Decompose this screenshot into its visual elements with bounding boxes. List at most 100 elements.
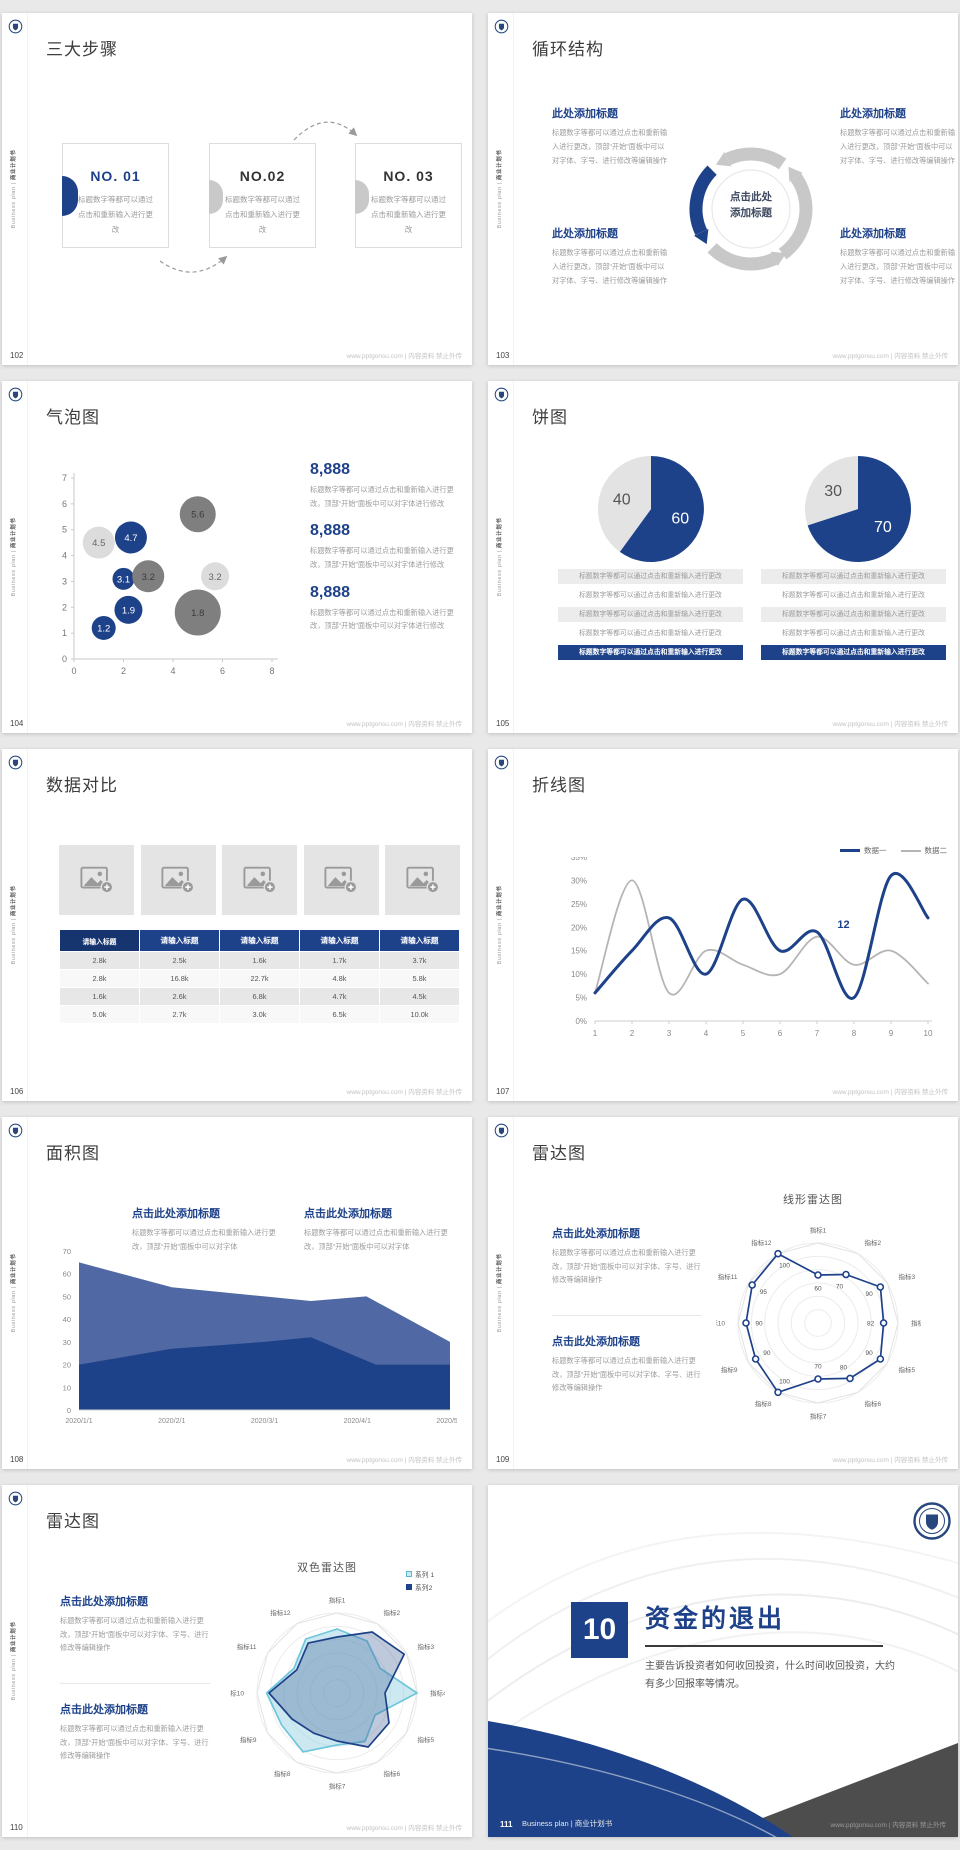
- cycle-text-block: 此处添加标题 标题数字等都可以通过点击和重新输入进行更改，顶部“开始”面板中可以…: [840, 105, 958, 168]
- table-row: 2.8k 16.8k 22.7k 4.8k 5.8k: [59, 969, 460, 988]
- brand-logo-icon: [8, 387, 23, 407]
- legend-label-series1: 数据一: [864, 846, 887, 855]
- svg-text:7: 7: [62, 473, 67, 483]
- step-number: NO.02: [239, 168, 286, 184]
- slide-110-thumbnail[interactable]: Business plan | 商业计划书 雷达图 点击此处添加标题 标题数字等…: [2, 1485, 472, 1837]
- svg-text:40: 40: [613, 492, 631, 509]
- step-body: 标题数字等都可以通过点击和重新输入进行更改: [371, 195, 446, 234]
- block-heading: 点击此处添加标题: [60, 1596, 148, 1608]
- step-card-1: NO. 01 标题数字等都可以通过点击和重新输入进行更改: [62, 143, 169, 248]
- svg-text:5.6: 5.6: [191, 510, 204, 521]
- section-number-badge: 10: [571, 1602, 628, 1658]
- area-text-block: 点击此处添加标题 标题数字等都可以通过点击和重新输入进行更改，顶部“开始”面板中…: [304, 1205, 456, 1253]
- image-placeholder[interactable]: [385, 845, 460, 915]
- svg-text:7: 7: [815, 1029, 820, 1038]
- legend-swatch-series1: [840, 849, 860, 852]
- block-heading: 此处添加标题: [552, 108, 618, 120]
- svg-text:60: 60: [671, 510, 689, 527]
- svg-text:1: 1: [593, 1029, 598, 1038]
- sidebar-vertical-label: Business plan | 商业计划书: [497, 885, 503, 965]
- footer-url: www.pptgonsu.com | 内容资料 禁止外传: [346, 721, 462, 728]
- block-body: 标题数字等都可以通过点击和重新输入进行更改，顶部“开始”面板中可以对字体、字号、…: [552, 248, 668, 286]
- cycle-text-block: 此处添加标题 标题数字等都可以通过点击和重新输入进行更改，顶部“开始”面板中可以…: [552, 225, 670, 288]
- image-placeholder[interactable]: [59, 845, 134, 915]
- image-placeholder[interactable]: [303, 845, 379, 915]
- line-chart-legend: 数据一 数据二: [840, 845, 947, 856]
- slide-106-thumbnail[interactable]: Business plan | 商业计划书 数据对比 请输入标题 请输入标题 请输入…: [2, 749, 472, 1101]
- slide-107-thumbnail[interactable]: Business plan | 商业计划书 折线图 数据一 数据二 0% 5% 10…: [488, 749, 958, 1101]
- add-image-icon: [79, 866, 113, 894]
- radar-text-block: 点击此处添加标题 标题数字等都可以通过点击和重新输入进行更改，顶部“开始”面板中…: [552, 1333, 702, 1395]
- brand-logo-icon: [8, 1491, 23, 1511]
- svg-text:2020/1/1: 2020/1/1: [65, 1418, 92, 1425]
- svg-text:4: 4: [704, 1029, 709, 1038]
- table-row: 5.0k 2.7k 3.0k 6.5k 10.0k: [59, 1005, 460, 1024]
- svg-text:10: 10: [63, 1383, 71, 1392]
- page-number: 105: [496, 719, 510, 728]
- svg-text:10: 10: [924, 1029, 933, 1038]
- page-number: 111: [500, 1820, 513, 1829]
- block-heading: 此处添加标题: [840, 108, 906, 120]
- svg-text:90: 90: [755, 1321, 763, 1328]
- slide-104-thumbnail[interactable]: Business plan | 商业计划书 气泡图 0 1 2 3 4 5 6 7 0 2 4 6 8 4…: [2, 381, 472, 733]
- slide-102-thumbnail[interactable]: Business plan | 商业计划书 三大步骤 NO. 01 标题数字等都…: [2, 13, 472, 365]
- svg-text:20%: 20%: [571, 923, 587, 932]
- brand-logo-icon: [494, 19, 509, 39]
- svg-text:指标3: 指标3: [418, 1642, 435, 1651]
- radar-chart-dual: 指标1 指标2 指标3 指标4 指标5 指标6 指标7 指标8 指标9 指标10 指标11 指标12: [230, 1596, 445, 1791]
- block-body: 标题数字等都可以通过点击和重新输入进行更改，顶部“开始”面板中可以对字体: [132, 1228, 276, 1251]
- page-number: 107: [496, 1087, 510, 1096]
- block-heading: 此处添加标题: [552, 228, 618, 240]
- table-header-cell: 请输入标题: [219, 929, 300, 952]
- step-accent-shape: [355, 180, 369, 214]
- pie-caption-row: 标题数字等都可以通过点击和重新输入进行更改: [579, 630, 722, 637]
- radar-text-block: 点击此处添加标题 标题数字等都可以通过点击和重新输入进行更改，顶部“开始”面板中…: [60, 1701, 210, 1763]
- footer-url: www.pptgonsu.com | 内容资料 禁止外传: [832, 1089, 948, 1096]
- svg-text:30: 30: [824, 483, 842, 500]
- radar-chart-line: 指标1 指标2 指标3 指标4 指标5 指标6 指标7 指标8 指标9 指标10 指标11 指标12 6…: [716, 1226, 921, 1421]
- step-card-3: NO. 03 标题数字等都可以通过点击和重新输入进行更改: [355, 143, 462, 248]
- pie-caption-list-right: 标题数字等都可以通过点击和重新输入进行更改 标题数字等都可以通过点击和重新输入进行…: [761, 569, 946, 664]
- slide-111-thumbnail[interactable]: 10 资金的退出 主要告诉投资者如何收回投资，什么时间收回投资，大约有多少回报率…: [488, 1485, 958, 1837]
- block-body: 标题数字等都可以通过点击和重新输入进行更改，顶部“开始”面板中可以对字体、字号、…: [60, 1724, 209, 1761]
- table-cell: 2.5k: [139, 951, 220, 970]
- slide-108-thumbnail[interactable]: Business plan | 商业计划书 面积图 点击此处添加标题 标题数字等…: [2, 1117, 472, 1469]
- svg-text:指标6: 指标6: [865, 1399, 882, 1408]
- slide-rail: Business plan | 商业计划书: [2, 1117, 28, 1469]
- block-heading: 此处添加标题: [840, 228, 906, 240]
- svg-text:4: 4: [170, 666, 175, 676]
- sidebar-vertical-label: Business plan | 商业计划书: [497, 1253, 503, 1333]
- svg-text:9: 9: [889, 1029, 894, 1038]
- block-body: 标题数字等都可以通过点击和重新输入进行更改，顶部“开始”面板中可以对字体、字号、…: [552, 1248, 701, 1285]
- pie-caption-row: 标题数字等都可以通过点击和重新输入进行更改: [761, 569, 946, 584]
- svg-text:100: 100: [779, 1379, 790, 1386]
- stat-body: 标题数字等都可以通过点击和重新输入进行更改，顶部“开始”面板中可以对字体进行修改: [310, 546, 454, 570]
- page-number: 109: [496, 1455, 510, 1464]
- bubble-stats-column: 8,888 标题数字等都可以通过点击和重新输入进行更改，顶部“开始”面板中可以对…: [310, 461, 462, 645]
- block-heading: 点击此处添加标题: [60, 1704, 148, 1716]
- image-placeholder[interactable]: [140, 845, 216, 915]
- stat-block: 8,888 标题数字等都可以通过点击和重新输入进行更改，顶部“开始”面板中可以对…: [310, 584, 462, 633]
- area-chart: 0 10 20 30 40 50 60 70 2020/1/1 2020/2/1 2020/3/1 2…: [63, 1247, 457, 1425]
- pie-caption-row: 标题数字等都可以通过点击和重新输入进行更改: [782, 630, 925, 637]
- block-body: 标题数字等都可以通过点击和重新输入进行更改，顶部“开始”面板中可以对字体: [304, 1228, 448, 1251]
- svg-text:6: 6: [62, 499, 67, 509]
- add-image-icon: [405, 866, 439, 894]
- svg-text:2: 2: [62, 602, 67, 612]
- svg-text:30: 30: [63, 1338, 71, 1347]
- sidebar-vertical-label: Business plan | 商业计划书: [497, 149, 503, 229]
- slide-rail: Business plan | 商业计划书: [2, 13, 28, 365]
- svg-text:1: 1: [62, 628, 67, 638]
- slide-109-thumbnail[interactable]: Business plan | 商业计划书 雷达图 点击此处添加标题 标题数字等…: [488, 1117, 958, 1469]
- slide-105-thumbnail[interactable]: Business plan | 商业计划书 饼图 60 40 70 30 标题数字等…: [488, 381, 958, 733]
- image-placeholder[interactable]: [222, 845, 297, 915]
- pie-caption-row: 标题数字等都可以通过点击和重新输入进行更改: [782, 592, 925, 599]
- block-body: 标题数字等都可以通过点击和重新输入进行更改，顶部“开始”面板中可以对字体、字号、…: [840, 128, 956, 166]
- legend-swatch-series2: [900, 849, 921, 852]
- title-underline: [645, 1645, 883, 1647]
- slide-103-thumbnail[interactable]: Business plan | 商业计划书 循环结构 此处添加标题 标题数字等都…: [488, 13, 958, 365]
- page-number: 103: [496, 351, 510, 360]
- step-accent-shape: [209, 180, 223, 214]
- svg-text:15%: 15%: [571, 947, 587, 956]
- step-accent-shape: [62, 176, 78, 216]
